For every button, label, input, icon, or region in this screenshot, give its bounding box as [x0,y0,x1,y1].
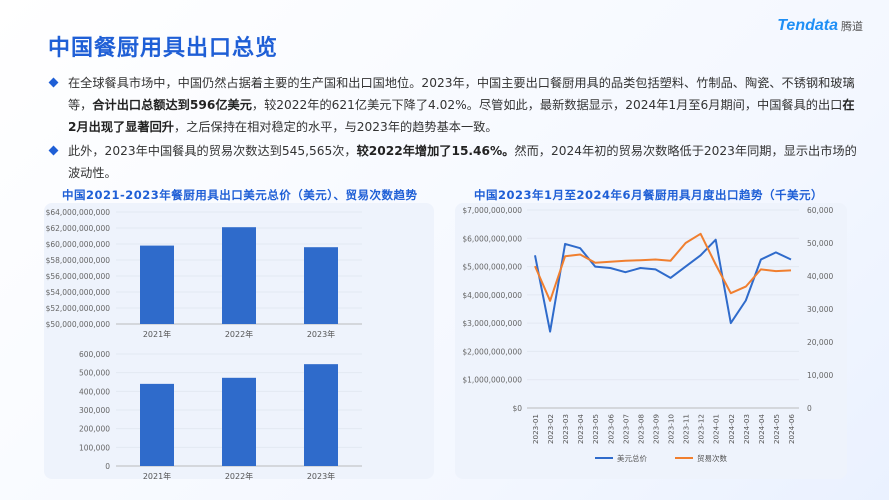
x-tick-label: 2023-04 [576,414,585,444]
x-tick-label: 2023-08 [636,414,645,444]
y-right-tick-label: 20,000 [807,338,833,347]
y-right-tick-label: 60,000 [807,206,833,215]
y-tick-label: 0 [105,462,110,471]
bullet-text: 在全球餐具市场中，中国仍然占据着主要的生产国和出口国地位。2023年，中国主要出… [68,76,855,112]
y-right-tick-label: 0 [807,404,812,413]
x-tick-label: 2022年 [225,329,253,339]
y-tick-label: 300,000 [79,406,110,415]
y-left-tick-label: $0 [512,404,522,413]
y-tick-label: 400,000 [79,387,110,396]
x-tick-label: 2023-11 [682,414,691,444]
x-tick-label: 2023-07 [621,414,630,444]
y-right-tick-label: 10,000 [807,371,833,380]
x-tick-label: 2023-09 [651,414,660,444]
y-tick-label: $56,000,000,000 [46,272,111,281]
left-panel-title: 中国2021-2023年餐厨用具出口美元总价（美元）、贸易次数趋势 [62,188,418,202]
y-left-tick-label: $6,000,000,000 [462,234,522,243]
x-tick-label: 2023年 [307,329,335,339]
bar [222,377,256,466]
bar-chart-export-value: $50,000,000,000 $52,000,000,000 $54,000,00… [46,208,362,339]
y-right-tick-label: 30,000 [807,305,833,314]
logo-word: Tendata [777,17,838,34]
logo-cn: 腾道 [841,20,863,33]
y-left-tick-label: $3,000,000,000 [462,319,522,328]
y-tick-label: 600,000 [79,350,110,359]
y-left-tick-label: $4,000,000,000 [462,291,522,300]
x-tick-label: 2023-05 [591,414,600,444]
y-left-tick-label: $1,000,000,000 [462,376,522,385]
legend-label: 美元总价 [617,453,647,463]
tendata-logo: Tendata 腾道 [777,17,863,35]
x-tick-label: 2024-02 [727,414,736,444]
y-tick-label: $58,000,000,000 [46,256,111,265]
right-panel-title: 中国2023年1月至2024年6月餐厨用具月度出口趋势（千美元） [474,188,824,202]
bullet-text: ，之后保持在相对稳定的水平，与2023年的趋势基本一致。 [173,120,498,134]
bullet-paragraph-2: 此外，2023年中国餐具的贸易次数达到545,565次，较2022年增加了15.… [48,140,858,184]
bullet-text: 然而，2024年初的贸易次数略低于2023年同期，显示出市场的波动性。 [68,144,857,180]
bullet-bold-text: 较2022年增加了15.46%。 [356,144,515,158]
x-tick-label: 2023-02 [546,414,555,444]
y-right-tick-label: 40,000 [807,272,833,281]
x-tick-label: 2024-01 [712,414,721,444]
bullet-bold-text: 在2月出现了显著回升 [68,98,855,134]
page-title: 中国餐厨用具出口总览 [48,36,279,61]
bar [222,227,256,324]
bar [304,247,338,324]
y-left-tick-label: $5,000,000,000 [462,263,522,272]
x-tick-label: 2024-05 [772,414,781,444]
legend-label: 贸易次数 [697,453,727,463]
x-tick-label: 2021年 [143,329,171,339]
bullet-text: 此外，2023年中国餐具的贸易次数达到545,565次， [68,144,357,158]
x-tick-label: 2024-06 [787,414,796,444]
y-tick-label: $52,000,000,000 [46,304,111,313]
y-tick-label: $60,000,000,000 [46,240,111,249]
x-tick-label: 2024-04 [757,414,766,444]
x-tick-label: 2021年 [143,471,171,481]
x-tick-label: 2023年 [307,471,335,481]
y-left-tick-label: $7,000,000,000 [462,206,522,215]
bullet-paragraph-1: 在全球餐具市场中，中国仍然占据着主要的生产国和出口国地位。2023年，中国主要出… [48,72,858,138]
line-chart-monthly: $0 $1,000,000,000 $2,000,000,000 $3,000,000… [462,206,833,463]
x-tick-label: 2023-03 [561,414,570,444]
y-tick-label: $50,000,000,000 [46,320,111,329]
bar [304,364,338,466]
x-tick-label: 2022年 [225,471,253,481]
series-line-value [534,238,792,333]
x-tick-label: 2023-06 [606,414,615,444]
series-line-trades [534,232,792,302]
x-tick-label: 2023-12 [697,414,706,444]
y-left-tick-label: $2,000,000,000 [462,347,522,356]
y-right-tick-label: 50,000 [807,239,833,248]
y-tick-label: 200,000 [79,425,110,434]
bullet-bold-text: 合计出口总额达到596亿美元 [92,98,252,112]
y-tick-label: 500,000 [79,369,110,378]
bar [140,245,174,324]
x-tick-label: 2023-10 [667,414,676,444]
bullet-list: 在全球餐具市场中，中国仍然占据着主要的生产国和出口国地位。2023年，中国主要出… [48,72,858,186]
y-tick-label: $54,000,000,000 [46,288,111,297]
x-tick-label: 2024-03 [742,414,751,444]
bullet-text: ，较2022年的621亿美元下降了4.02%。尽管如此，最新数据显示，2024年… [251,98,843,112]
y-tick-label: $64,000,000,000 [46,208,111,217]
y-tick-label: 100,000 [79,443,110,452]
y-tick-label: $62,000,000,000 [46,224,111,233]
x-tick-label: 2023-01 [531,414,540,444]
right-chart-panel [455,203,847,479]
bar [140,383,174,466]
bar-chart-trade-count: 0 100,000 200,000 300,000 400,000 500,000 600,… [79,350,362,481]
